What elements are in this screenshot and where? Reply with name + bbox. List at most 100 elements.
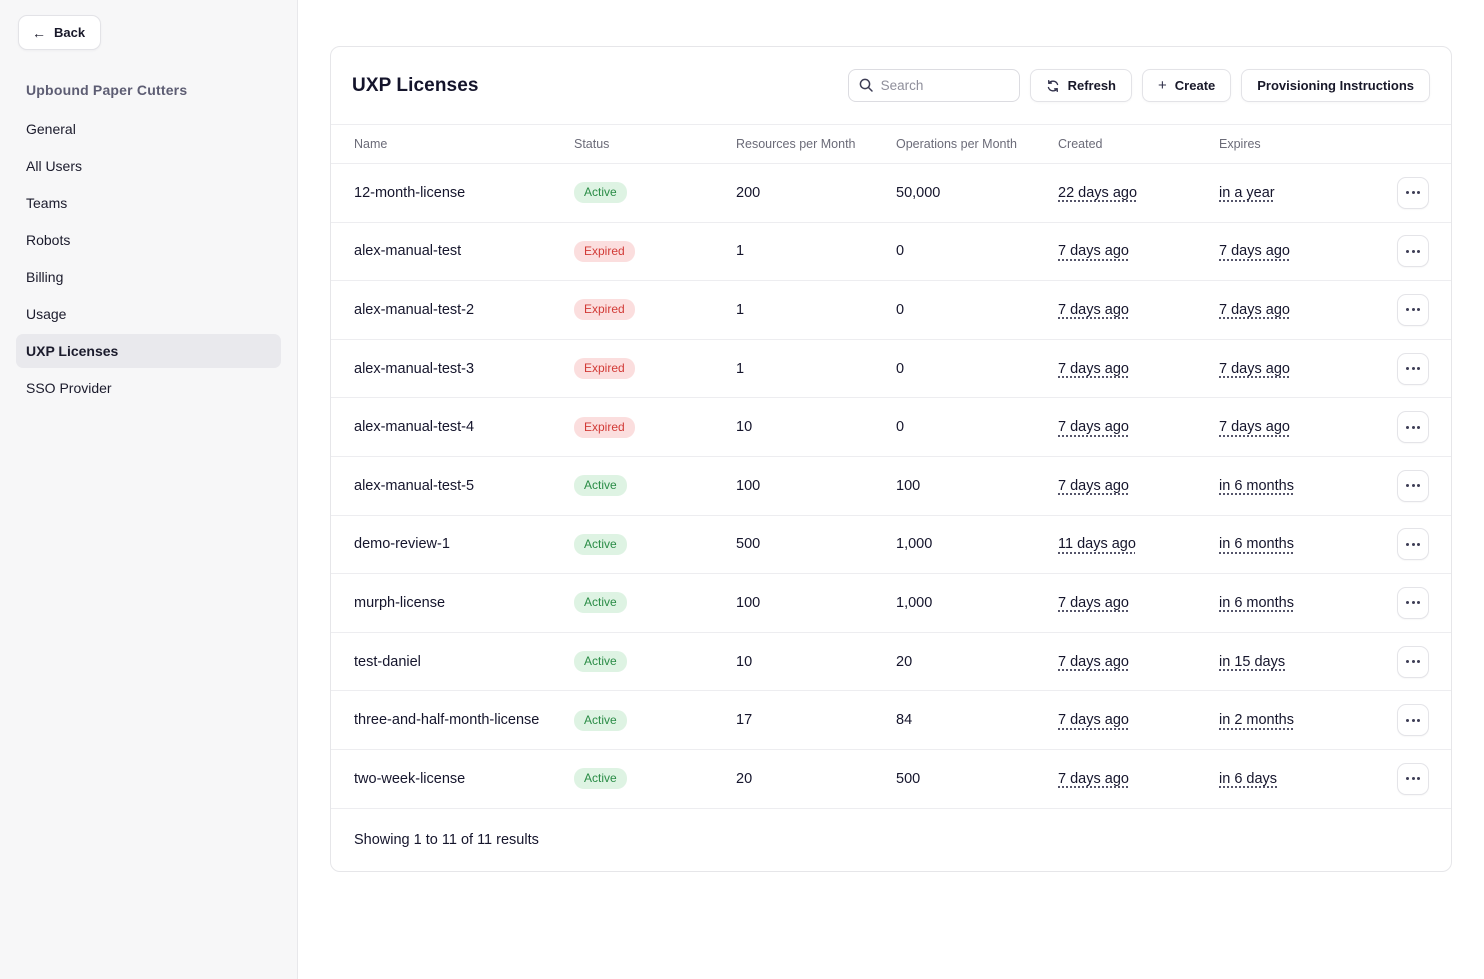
- operations-per-month: 50,000: [896, 184, 941, 201]
- sidebar-item[interactable]: Teams: [16, 186, 281, 220]
- status-cell: Active: [574, 768, 736, 790]
- table-body: 12-month-license Active 200 50,000 22 da…: [331, 164, 1451, 809]
- row-actions-button[interactable]: [1397, 176, 1429, 209]
- created-value[interactable]: 7 days ago: [1058, 301, 1129, 318]
- back-button[interactable]: ← Back: [18, 15, 102, 50]
- created-value[interactable]: 7 days ago: [1058, 594, 1129, 611]
- expires-value[interactable]: in 15 days: [1219, 653, 1286, 670]
- status-badge: Active: [574, 182, 627, 204]
- sidebar-item-label: SSO Provider: [26, 380, 112, 396]
- table-row[interactable]: three-and-half-month-license Active 17 8…: [331, 691, 1451, 750]
- created-value[interactable]: 7 days ago: [1058, 419, 1129, 436]
- created-value[interactable]: 11 days ago: [1058, 536, 1136, 553]
- expires-cell: 7 days ago: [1219, 243, 1290, 259]
- sidebar-item[interactable]: General: [16, 112, 281, 146]
- refresh-button[interactable]: Refresh: [1029, 69, 1133, 102]
- table-row[interactable]: alex-manual-test-5 Active 100 100 7 days…: [331, 457, 1451, 516]
- expires-cell: in 15 days: [1219, 654, 1285, 670]
- row-actions-button[interactable]: [1397, 586, 1429, 619]
- table-row[interactable]: two-week-license Active 20 500 7 days ag…: [331, 750, 1451, 809]
- row-actions-button[interactable]: [1397, 469, 1429, 502]
- sidebar-item-label: Usage: [26, 306, 67, 322]
- resources-per-month: 20: [736, 770, 753, 787]
- expires-value[interactable]: 7 days ago: [1219, 301, 1290, 318]
- row-actions-button[interactable]: [1397, 528, 1429, 561]
- row-actions-button[interactable]: [1397, 352, 1429, 385]
- created-value[interactable]: 7 days ago: [1058, 712, 1129, 729]
- sidebar-item[interactable]: Robots: [16, 223, 281, 257]
- operations-per-month: 0: [896, 360, 905, 377]
- row-actions-button[interactable]: [1397, 411, 1429, 444]
- row-actions-button[interactable]: [1397, 235, 1429, 268]
- sidebar-item-label: Billing: [26, 269, 64, 285]
- ellipsis-icon: [1406, 660, 1409, 664]
- created-cell: 22 days ago: [1058, 185, 1137, 201]
- created-value[interactable]: 7 days ago: [1058, 477, 1129, 494]
- row-actions-button[interactable]: [1397, 645, 1429, 678]
- expires-value[interactable]: in a year: [1219, 184, 1275, 201]
- expires-value[interactable]: in 2 months: [1219, 712, 1294, 729]
- table-row[interactable]: demo-review-1 Active 500 1,000 11 days a…: [331, 516, 1451, 575]
- column-header: Resources per Month: [736, 137, 856, 151]
- operations-per-month: 1,000: [896, 594, 933, 611]
- sidebar-item[interactable]: UXP Licenses: [16, 334, 281, 368]
- expires-value[interactable]: in 6 months: [1219, 477, 1294, 494]
- expires-value[interactable]: 7 days ago: [1219, 243, 1290, 260]
- ellipsis-icon: [1406, 777, 1409, 781]
- expires-value[interactable]: in 6 days: [1219, 770, 1278, 787]
- status-cell: Active: [574, 182, 736, 204]
- table-row[interactable]: alex-manual-test-2 Expired 1 0 7 days ag…: [331, 281, 1451, 340]
- refresh-icon: [1047, 79, 1058, 92]
- column-header: Status: [574, 137, 610, 151]
- resources-per-month: 100: [736, 594, 761, 611]
- create-button[interactable]: + Create: [1142, 69, 1232, 102]
- operations-per-month: 0: [896, 243, 905, 260]
- plus-icon: +: [1158, 77, 1167, 94]
- table-row[interactable]: alex-manual-test-4 Expired 10 0 7 days a…: [331, 398, 1451, 457]
- license-name: two-week-license: [354, 770, 466, 787]
- column-header: Operations per Month: [896, 137, 1017, 151]
- created-value[interactable]: 22 days ago: [1058, 184, 1138, 201]
- sidebar-item[interactable]: All Users: [16, 149, 281, 183]
- expires-value[interactable]: in 6 months: [1219, 594, 1294, 611]
- table-row[interactable]: alex-manual-test Expired 1 0 7 days ago …: [331, 223, 1451, 282]
- status-badge: Expired: [574, 299, 635, 321]
- sidebar-item-label: All Users: [26, 158, 83, 174]
- license-name: alex-manual-test-2: [354, 301, 475, 318]
- status-badge: Active: [574, 768, 627, 790]
- search-wrap: [847, 69, 1020, 102]
- search-input[interactable]: [847, 69, 1020, 102]
- created-value[interactable]: 7 days ago: [1058, 770, 1129, 787]
- provisioning-instructions-button[interactable]: Provisioning Instructions: [1241, 69, 1430, 102]
- status-badge: Active: [574, 533, 627, 555]
- sidebar-item-label: UXP Licenses: [26, 343, 119, 359]
- table-row[interactable]: test-daniel Active 10 20 7 days ago in 1…: [331, 633, 1451, 692]
- page-title: UXP Licenses: [352, 74, 479, 96]
- expires-value[interactable]: 7 days ago: [1219, 360, 1290, 377]
- row-actions-button[interactable]: [1397, 704, 1429, 737]
- table-row[interactable]: murph-license Active 100 1,000 7 days ag…: [331, 574, 1451, 633]
- status-cell: Active: [574, 651, 736, 673]
- status-cell: Active: [574, 709, 736, 731]
- expires-value[interactable]: 7 days ago: [1219, 419, 1290, 436]
- row-actions-button[interactable]: [1397, 762, 1429, 795]
- created-value[interactable]: 7 days ago: [1058, 243, 1129, 260]
- created-value[interactable]: 7 days ago: [1058, 653, 1129, 670]
- row-actions-button[interactable]: [1397, 293, 1429, 326]
- table-row[interactable]: alex-manual-test-3 Expired 1 0 7 days ag…: [331, 340, 1451, 399]
- table-row[interactable]: 12-month-license Active 200 50,000 22 da…: [331, 164, 1451, 223]
- back-button-label: Back: [54, 25, 86, 40]
- sidebar-item[interactable]: Billing: [16, 260, 281, 294]
- sidebar-item[interactable]: SSO Provider: [16, 371, 281, 405]
- arrow-left-icon: ←: [32, 24, 46, 41]
- created-value[interactable]: 7 days ago: [1058, 360, 1129, 377]
- status-badge: Active: [574, 592, 627, 614]
- ellipsis-icon: [1406, 308, 1409, 312]
- card-header: UXP Licenses Refresh: [331, 47, 1451, 125]
- license-name: three-and-half-month-license: [354, 712, 540, 729]
- operations-per-month: 84: [896, 712, 913, 729]
- license-name: demo-review-1: [354, 536, 450, 553]
- expires-value[interactable]: in 6 months: [1219, 536, 1294, 553]
- sidebar-item[interactable]: Usage: [16, 297, 281, 331]
- expires-cell: in 6 days: [1219, 771, 1277, 787]
